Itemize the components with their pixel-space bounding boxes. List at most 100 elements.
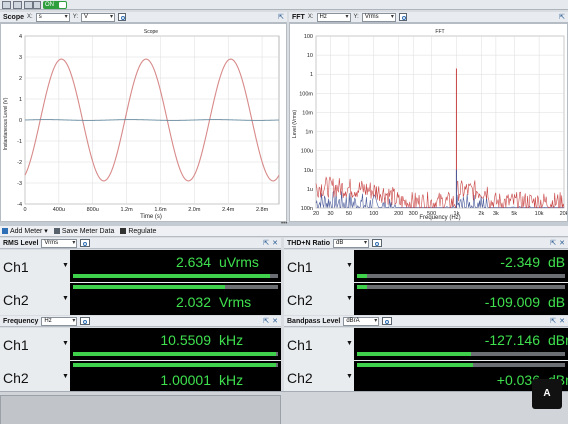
channel-dropdown-icon[interactable]: ▼	[62, 262, 69, 269]
scope-y-tick-label: -1	[17, 139, 22, 145]
scope-series-line-1	[24, 58, 280, 182]
meter-close-icon[interactable]: ✕	[559, 318, 565, 325]
meter-bar-fill	[73, 363, 276, 367]
meter-close-icon[interactable]: ✕	[559, 240, 565, 247]
save-icon	[53, 228, 60, 234]
meter-popout-icon[interactable]: ⇱	[263, 318, 270, 325]
fft-y-tick-label: 100n	[301, 206, 313, 212]
scope-x-tick-label: 0	[23, 207, 26, 213]
fft-plot[interactable]: FFT Frequency (Hz) Level (Vrms) 100 10 1 10…	[289, 23, 568, 222]
window-icon[interactable]	[33, 1, 41, 9]
scope-x-tick-label: 2.0m	[188, 207, 201, 213]
channel-dropdown-icon[interactable]: ▼	[62, 340, 69, 347]
scope-x-tick-label: 800u	[87, 207, 99, 213]
fft-y-unit-select[interactable]: Vrms	[361, 12, 396, 22]
fft-y-tick-label: 100	[304, 34, 313, 40]
meter-settings-button[interactable]	[80, 239, 91, 247]
channel-dropdown-icon[interactable]: ▼	[62, 295, 69, 302]
scope-x-unit-select[interactable]: s	[35, 12, 70, 22]
channel-dropdown-icon[interactable]: ▼	[346, 373, 353, 380]
meter-value: -2.349	[500, 254, 540, 270]
scope-settings-button[interactable]	[118, 13, 127, 21]
fft-x-tick-label: 5k	[511, 211, 517, 217]
add-meter-label: Add Meter	[10, 227, 43, 235]
regulate-icon	[120, 228, 127, 234]
fft-settings-button[interactable]	[398, 13, 407, 21]
meter-close-icon[interactable]: ✕	[272, 240, 278, 247]
meter-close-icon[interactable]: ✕	[272, 318, 278, 325]
scope-y-unit-select[interactable]: V	[81, 12, 116, 22]
channel-dropdown-icon[interactable]: ▼	[346, 295, 353, 302]
meter-body: Ch1 ▼ 2.634 uVrms Ch2 ▼ 2.032 Vrms	[0, 250, 281, 315]
meter-channel-cell	[0, 361, 70, 393]
meter-channel-label: Ch1	[287, 337, 313, 353]
splitter-grip-icon: •••	[281, 221, 288, 227]
meter-settings-button[interactable]	[371, 239, 382, 247]
meter-popout-icon[interactable]: ⇱	[263, 240, 270, 247]
panel-splitter[interactable]: •••	[0, 221, 568, 227]
add-meter-button[interactable]: Add Meter ▾	[2, 227, 48, 235]
fft-y-tick-label: 10	[307, 53, 313, 59]
meter-popout-icon[interactable]: ⇱	[550, 240, 557, 247]
fft-plot-title: FFT	[435, 29, 444, 35]
meter-settings-button[interactable]	[382, 317, 393, 325]
fft-xlabel: Frequency (Hz)	[419, 215, 460, 221]
meter-body: Ch1 ▼ 10.5509 kHz Ch2 ▼ 1.00001 kHz	[0, 328, 281, 393]
scope-xlabel: Time (s)	[140, 214, 162, 220]
meter-value: 2.032	[175, 294, 211, 310]
meter-channel-cell	[284, 361, 354, 393]
meter-bar	[357, 352, 565, 356]
scope-y-label: Y:	[72, 14, 79, 20]
panel-icon[interactable]	[2, 1, 11, 9]
fft-y-tick-label: 100u	[301, 149, 313, 155]
toggle-label: ON	[45, 2, 54, 8]
fft-x-tick-label: 100	[369, 211, 378, 217]
meter-bar	[73, 285, 278, 289]
scope-plot[interactable]: Scope Time (s) Instantaneous Level (V) 4…	[0, 23, 287, 222]
scope-popout-icon[interactable]: ⇱	[278, 14, 284, 21]
fft-x-tick-label: 30	[327, 211, 333, 217]
meter-bar-fill	[357, 285, 368, 289]
fft-x-label: X:	[307, 14, 314, 20]
meter-row-ch2: Ch2 ▼ -109.009 dB	[284, 283, 568, 315]
meter-unit: dB	[548, 294, 566, 310]
meter-value: 2.634	[175, 254, 211, 270]
fft-popout-icon[interactable]: ⇱	[559, 14, 565, 21]
meter-popout-icon[interactable]: ⇱	[550, 318, 557, 325]
scope-y-tick-label: 0	[19, 118, 22, 124]
save-meter-data-button[interactable]: Save Meter Data	[53, 227, 115, 235]
meter-bar-fill	[73, 274, 270, 278]
grid-icon[interactable]	[24, 1, 33, 9]
meter-unit-select[interactable]: Vrms	[41, 238, 78, 248]
meter-settings-button[interactable]	[80, 317, 91, 325]
meter-channel-cell	[284, 250, 354, 282]
fft-panel-header: FFT X: Hz Y: Vrms ⇱	[289, 12, 568, 23]
meter-title: RMS Level	[3, 239, 39, 247]
channel-dropdown-icon[interactable]: ▼	[346, 262, 353, 269]
fft-x-tick-label: 50	[346, 211, 352, 217]
meter-title: THD+N Ratio	[287, 239, 330, 247]
meter-unit-select[interactable]: dBrA	[343, 316, 380, 326]
fft-x-unit-select[interactable]: Hz	[316, 12, 351, 22]
fft-y-tick-label: 1u	[307, 187, 313, 193]
meter-channel-cell	[284, 328, 354, 360]
regulate-button[interactable]: Regulate	[120, 228, 156, 235]
layout-icon[interactable]	[13, 1, 22, 9]
scope-chart: Scope Time (s) Instantaneous Level (V) 4…	[3, 29, 280, 220]
scope-x-tick-label: 1.6m	[154, 207, 167, 213]
channel-dropdown-icon[interactable]: ▼	[62, 373, 69, 380]
fft-x-tick-label: 20k	[560, 211, 567, 217]
channel-dropdown-icon[interactable]: ▼	[346, 340, 353, 347]
meter-display: -127.146 dBrA	[354, 328, 568, 360]
meter-bar	[357, 274, 565, 278]
fft-x-tick-label: 200	[394, 211, 403, 217]
generator-on-toggle[interactable]: ON	[43, 1, 67, 9]
meter-display: 1.00001 kHz	[70, 361, 281, 393]
save-meter-data-label: Save Meter Data	[61, 227, 115, 235]
meter-unit-select[interactable]: Hz	[41, 316, 78, 326]
meter-bar	[73, 363, 278, 367]
meter-unit-select[interactable]: dB	[332, 238, 369, 248]
meter-unit: kHz	[219, 332, 244, 348]
meter-unit: dB	[548, 254, 566, 270]
top-toolbar: ON	[0, 0, 568, 10]
